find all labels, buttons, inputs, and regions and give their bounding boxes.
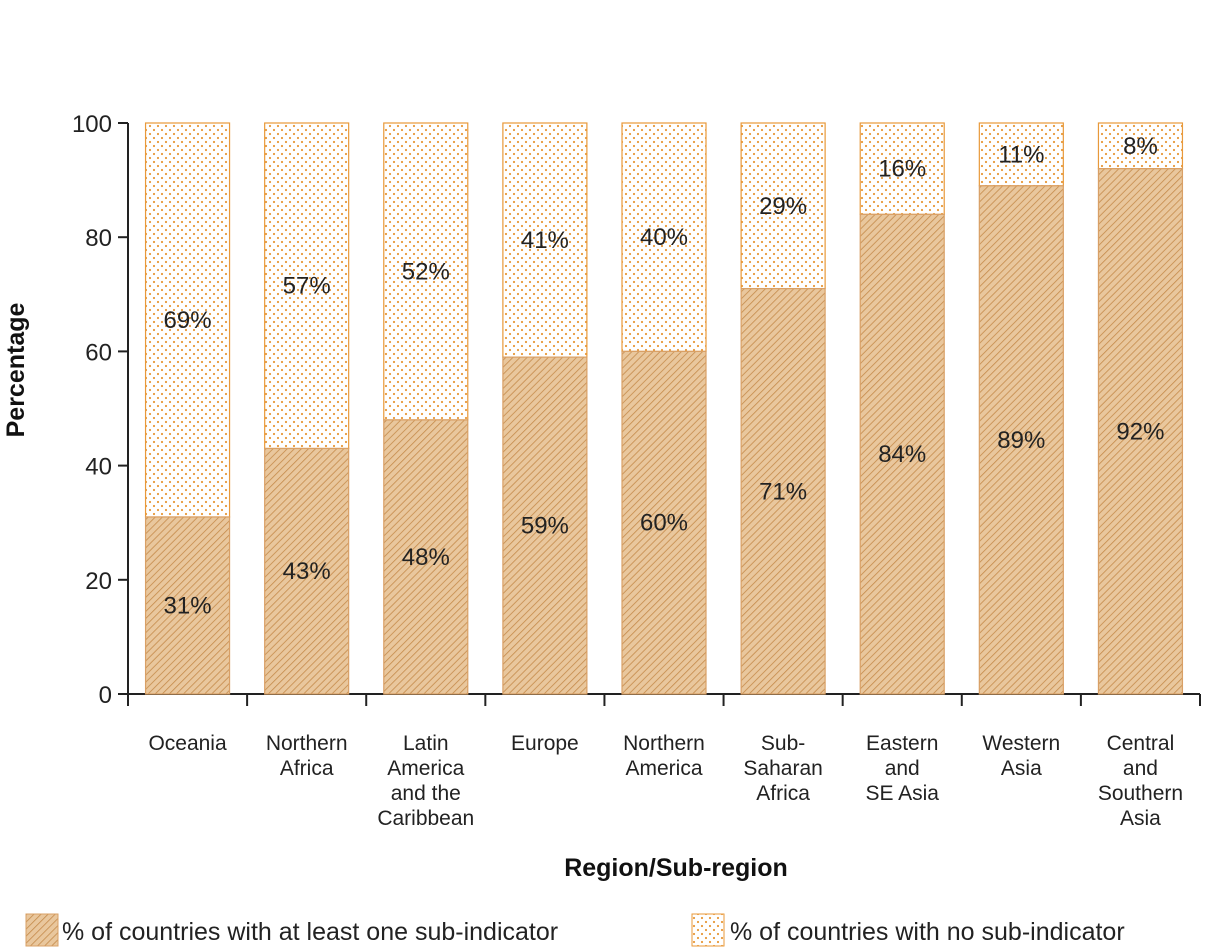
category-labels: Oceania Northern Africa Latin America and the… — [148, 732, 1183, 830]
bar-no-sub-indicator — [740, 122, 826, 290]
y-tick-label: 100 — [72, 111, 112, 138]
x-axis — [127, 693, 1201, 706]
x-tick-label: Europe — [511, 732, 579, 755]
legend-swatch-series-1 — [25, 913, 59, 947]
bar-no-sub-indicator — [144, 122, 231, 518]
bar-at-least-one-sub-indicator — [978, 185, 1064, 695]
data-label: 11% — [998, 141, 1044, 168]
bar-at-least-one-sub-indicator — [502, 356, 588, 695]
legend-label-series-1: % of countries with at least one sub-ind… — [62, 918, 558, 946]
data-label: 59% — [521, 513, 569, 540]
data-label: 43% — [283, 558, 331, 585]
legend: % of countries with at least one sub-ind… — [25, 913, 1125, 947]
bar-at-least-one-sub-indicator — [621, 350, 707, 695]
bar-at-least-one-sub-indicator — [383, 419, 469, 695]
x-tick-label: Central and Southern Asia — [1098, 732, 1183, 830]
y-axis: 0 20 40 60 80 100 — [72, 111, 129, 709]
x-tick-label: Northern Africa — [266, 732, 348, 780]
bar-at-least-one-sub-indicator — [740, 287, 826, 695]
y-tick-label: 0 — [99, 682, 112, 709]
bar-at-least-one-sub-indicator — [264, 447, 350, 695]
x-tick-label: Oceania — [148, 732, 227, 755]
x-tick-label: Eastern and SE Asia — [865, 732, 939, 805]
data-label: 57% — [283, 273, 331, 300]
bar-no-sub-indicator — [264, 122, 350, 450]
data-label: 69% — [164, 307, 212, 334]
y-tick-label: 20 — [85, 568, 112, 595]
bar-at-least-one-sub-indicator — [1097, 168, 1184, 695]
data-label: 48% — [402, 544, 450, 571]
legend-swatch-series-2 — [691, 913, 725, 947]
bar-no-sub-indicator — [1097, 122, 1184, 170]
x-tick-label: Northern America — [623, 732, 705, 780]
bar-no-sub-indicator — [621, 122, 707, 352]
bar-no-sub-indicator — [978, 122, 1064, 187]
data-label: 8% — [1123, 133, 1158, 160]
legend-label-series-2: % of countries with no sub-indicator — [730, 918, 1125, 946]
x-tick-label: Sub-Saharan Africa — [743, 732, 822, 805]
y-tick-label: 40 — [85, 454, 112, 481]
data-label: 89% — [997, 427, 1045, 454]
bar-at-least-one-sub-indicator — [859, 213, 945, 695]
x-axis-title: Region/Sub-region — [564, 854, 788, 882]
y-tick-label: 60 — [85, 339, 112, 366]
bar-no-sub-indicator — [859, 122, 945, 215]
bar-no-sub-indicator — [502, 122, 588, 358]
bar-no-sub-indicator — [383, 122, 469, 421]
data-label: 71% — [759, 478, 807, 505]
data-label: 92% — [1116, 418, 1164, 445]
data-label: 40% — [640, 224, 688, 251]
data-label: 60% — [640, 510, 688, 537]
y-axis-title: Percentage — [2, 303, 30, 438]
bars — [144, 122, 1184, 695]
x-tick-label: Latin America and the Caribbean — [377, 732, 474, 830]
value-labels: 31% 69% 43% 57% 48% 52% 59% 41% 60% 40% 71% 29% 84% 1… — [164, 133, 1165, 620]
data-label: 16% — [878, 156, 926, 183]
data-label: 31% — [164, 592, 212, 619]
data-label: 52% — [402, 258, 450, 285]
x-tick-label: Western Asia — [982, 732, 1060, 780]
data-label: 84% — [878, 441, 926, 468]
data-label: 41% — [521, 227, 569, 254]
bar-at-least-one-sub-indicator — [144, 516, 231, 695]
y-tick-label: 80 — [85, 225, 112, 252]
data-label: 29% — [759, 193, 807, 220]
